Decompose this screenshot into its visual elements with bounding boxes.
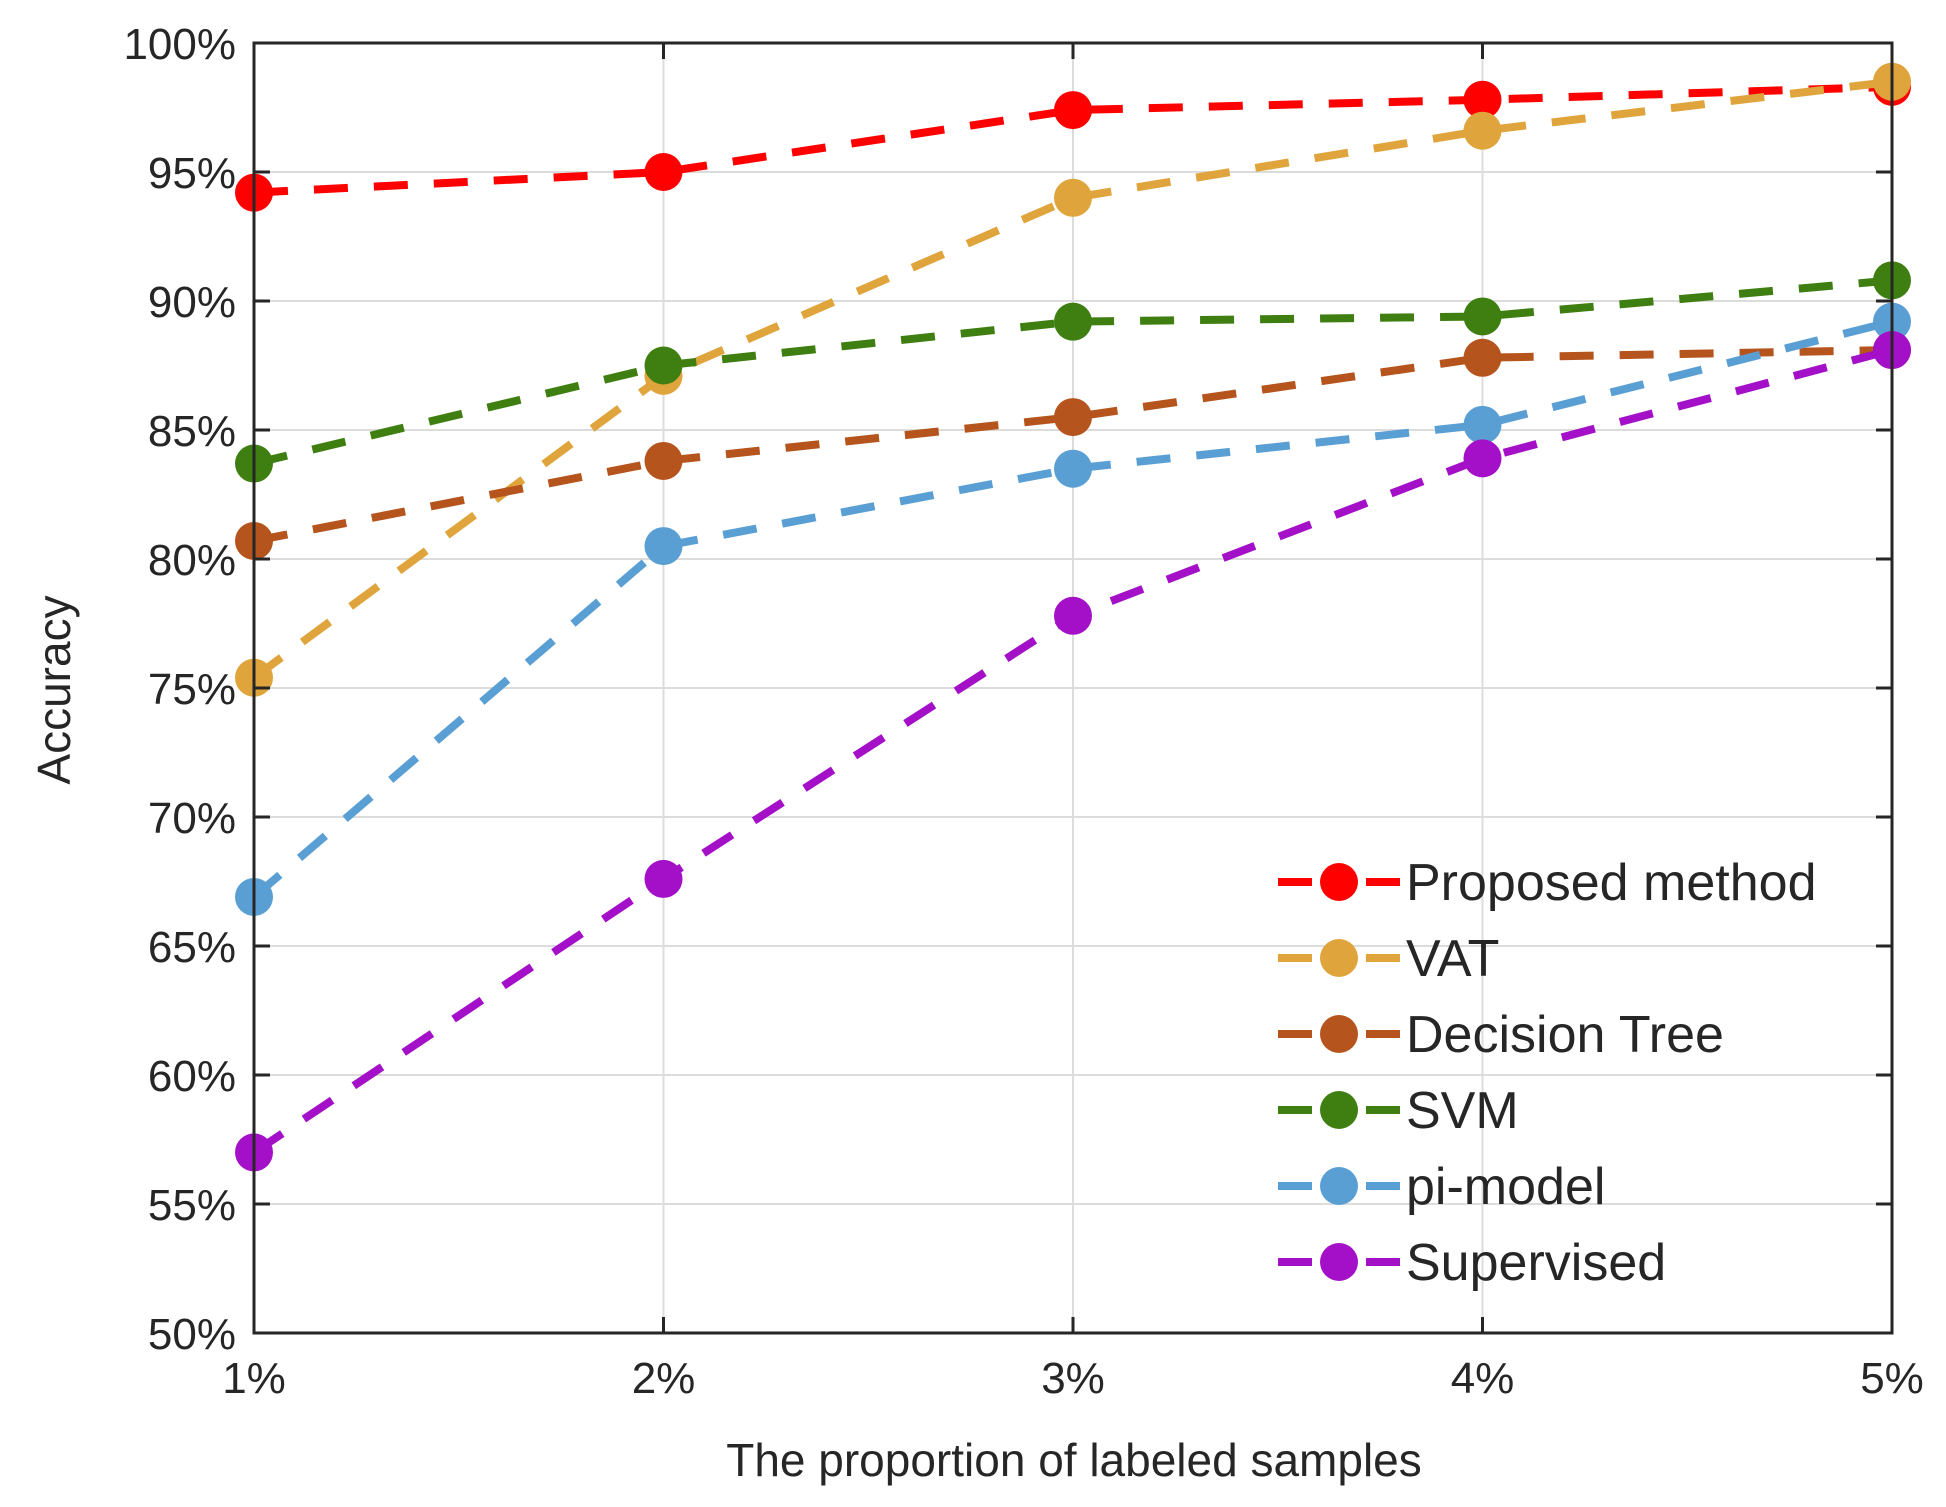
y-tick-label: 100% — [123, 20, 236, 69]
x-tick-label: 1% — [222, 1354, 286, 1403]
data-point — [1463, 297, 1502, 336]
legend-marker — [1320, 939, 1358, 977]
y-tick-label: 85% — [148, 407, 236, 456]
data-point — [644, 441, 683, 480]
data-point — [1463, 405, 1502, 444]
legend-label: SVM — [1406, 1082, 1519, 1140]
y-tick-label: 60% — [148, 1052, 236, 1101]
legend-marker — [1320, 1167, 1358, 1205]
y-tick-label: 80% — [148, 536, 236, 585]
x-tick-label: 2% — [632, 1354, 696, 1403]
data-point — [644, 527, 683, 566]
data-point — [1463, 111, 1502, 150]
legend-item: VAT — [1278, 930, 1499, 988]
legend-label: Proposed method — [1406, 854, 1817, 912]
legend-label: Supervised — [1406, 1234, 1666, 1292]
legend-marker — [1320, 1091, 1358, 1129]
legend: Proposed method VAT Decision Tree SVM pi-mod… — [1278, 854, 1817, 1292]
data-point — [1054, 398, 1092, 437]
data-point — [644, 153, 683, 191]
data-point — [1054, 302, 1092, 341]
y-tick-label: 50% — [148, 1310, 236, 1359]
data-point — [644, 859, 683, 898]
legend-label: Decision Tree — [1406, 1006, 1724, 1064]
y-tick-label: 65% — [148, 923, 236, 972]
series-supervised — [235, 331, 1911, 1172]
legend-marker — [1320, 1015, 1358, 1053]
data-point — [1463, 439, 1502, 478]
y-tick-label: 90% — [148, 278, 236, 327]
data-point — [644, 346, 683, 385]
data-point — [1054, 178, 1092, 217]
y-tick-label: 95% — [148, 149, 236, 198]
series-line — [251, 77, 1893, 681]
data-point — [1054, 91, 1092, 130]
legend-item: Decision Tree — [1278, 1006, 1724, 1064]
x-tick-label: 5% — [1860, 1354, 1924, 1403]
series-line — [253, 82, 1893, 197]
grid-lines — [254, 43, 1892, 1333]
y-axis-ticks: 50% 55% 60% 65% 70% 75% 80% 85% 90% 95% 100% — [123, 20, 1892, 1359]
legend-marker — [1320, 863, 1358, 901]
x-axis-ticks: 1% 2% 3% 4% 5% — [222, 43, 1924, 1403]
y-tick-label: 75% — [148, 665, 236, 714]
x-tick-label: 3% — [1041, 1354, 1105, 1403]
y-tick-label: 70% — [148, 794, 236, 843]
y-axis-label: Accuracy — [28, 595, 80, 784]
legend-item: Supervised — [1278, 1234, 1666, 1292]
y-tick-label: 55% — [148, 1181, 236, 1230]
legend-marker — [1320, 1243, 1358, 1281]
x-axis-label: The proportion of labeled samples — [726, 1434, 1422, 1486]
legend-item: Proposed method — [1278, 854, 1817, 912]
series-line — [251, 317, 1893, 901]
data-point — [1054, 596, 1092, 635]
data-point — [1463, 80, 1502, 119]
legend-label: pi-model — [1406, 1158, 1605, 1216]
series-layer — [235, 62, 1911, 1172]
data-point — [1054, 449, 1092, 488]
data-point — [1463, 338, 1502, 377]
legend-label: VAT — [1406, 930, 1499, 988]
legend-item: SVM — [1278, 1082, 1519, 1140]
x-tick-label: 4% — [1451, 1354, 1515, 1403]
legend-item: pi-model — [1278, 1158, 1605, 1216]
